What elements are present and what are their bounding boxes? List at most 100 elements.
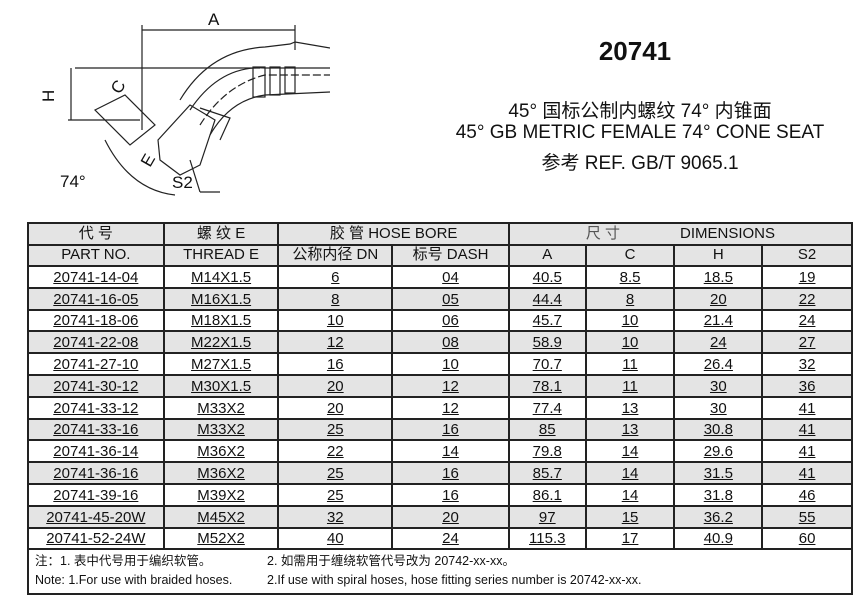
cell-dn: 25	[277, 482, 394, 507]
dimension-a-label: A	[208, 10, 220, 29]
cell-c: 17	[584, 526, 676, 551]
cell-h: 18.5	[673, 265, 764, 289]
header-hose-bore: 胶 管 HOSE BORE	[277, 222, 510, 246]
cell-part-no: 20741-16-05	[27, 286, 165, 311]
cell-h: 29.6	[673, 439, 764, 464]
cell-s2: 41	[761, 417, 853, 442]
cell-part-no: 20741-45-20W	[27, 504, 165, 529]
cell-a: 58.9	[507, 330, 587, 355]
subtitle-cn: 45° 国标公制内螺纹 74° 内锥面	[508, 101, 772, 122]
cell-s2: 55	[761, 504, 853, 529]
cell-dash: 12	[391, 395, 510, 420]
cell-c: 8	[584, 286, 676, 311]
cell-part-no: 20741-36-16	[27, 461, 165, 485]
cell-dash: 05	[391, 286, 510, 311]
header-thread-cn: 螺 纹 E	[162, 222, 280, 246]
cell-c: 13	[584, 417, 676, 442]
cell-thread: M36X2	[162, 461, 280, 485]
cell-s2: 46	[761, 482, 853, 507]
cell-dash: 14	[391, 439, 510, 464]
cell-h: 30.8	[673, 417, 764, 442]
cell-dash: 08	[391, 330, 510, 355]
cell-part-no: 20741-14-04	[27, 265, 165, 289]
cell-dn: 25	[277, 417, 394, 442]
cell-dash: 20	[391, 504, 510, 529]
cell-part-no: 20741-33-16	[27, 417, 165, 442]
cell-a: 97	[507, 504, 587, 529]
cell-part-no: 20741-27-10	[27, 352, 165, 376]
table-row: 20741-16-05 M16X1.5 8 05 44.4 8 20 22	[27, 286, 853, 311]
cell-a: 40.5	[507, 265, 587, 289]
cell-s2: 22	[761, 286, 853, 311]
note-2-en: 2.If use with spiral hoses, hose fitting…	[267, 573, 642, 587]
cell-dash: 12	[391, 373, 510, 398]
cell-s2: 41	[761, 395, 853, 420]
cell-dn: 8	[277, 286, 394, 311]
cell-c: 14	[584, 482, 676, 507]
cell-thread: M39X2	[162, 482, 280, 507]
table-row: 20741-36-14 M36X2 22 14 79.8 14 29.6 41	[27, 439, 853, 464]
cell-s2: 60	[761, 526, 853, 551]
reference-standard: 参考 REF. GB/T 9065.1	[541, 153, 739, 174]
cell-part-no: 20741-39-16	[27, 482, 165, 507]
header-part-cn: 代 号	[27, 222, 165, 246]
cell-h: 31.5	[673, 461, 764, 485]
cell-dn: 25	[277, 461, 394, 485]
cell-dn: 10	[277, 308, 394, 333]
notes: 注：1. 表中代号用于编织软管。 2. 如需用于缠绕软管代号改为 20742-xx…	[27, 548, 853, 595]
dimension-s2-label: S2	[172, 173, 193, 192]
cell-part-no: 20741-30-12	[27, 373, 165, 398]
note-1-cn: 注：1. 表中代号用于编织软管。	[35, 554, 212, 568]
dimension-c-label: C	[107, 77, 130, 97]
dimension-e-label: E	[137, 151, 159, 170]
header-thread: THREAD E	[162, 243, 280, 267]
cell-s2: 41	[761, 461, 853, 485]
cell-dn: 12	[277, 330, 394, 355]
cell-thread: M30X1.5	[162, 373, 280, 398]
cell-dash: 04	[391, 265, 510, 289]
cell-a: 45.7	[507, 308, 587, 333]
cell-c: 13	[584, 395, 676, 420]
cell-dn: 6	[277, 265, 394, 289]
header-dn: 公称内径 DN	[277, 243, 394, 267]
table-row: 20741-33-12 M33X2 20 12 77.4 13 30 41	[27, 395, 853, 420]
cell-dn: 22	[277, 439, 394, 464]
cell-h: 31.8	[673, 482, 764, 507]
cell-h: 26.4	[673, 352, 764, 376]
cell-c: 10	[584, 308, 676, 333]
header-c: C	[584, 243, 676, 267]
cell-c: 14	[584, 439, 676, 464]
cell-thread: M22X1.5	[162, 330, 280, 355]
cell-part-no: 20741-52-24W	[27, 526, 165, 551]
cell-a: 79.8	[507, 439, 587, 464]
table-row: 20741-52-24W M52X2 40 24 115.3 17 40.9 60	[27, 526, 853, 551]
cell-dash: 16	[391, 417, 510, 442]
cell-a: 44.4	[507, 286, 587, 311]
header-h: H	[673, 243, 764, 267]
cell-thread: M45X2	[162, 504, 280, 529]
cell-thread: M18X1.5	[162, 308, 280, 333]
spec-table: 代 号 螺 纹 E 胶 管 HOSE BORE 尺 寸 DIMENSIONS PA…	[27, 222, 854, 551]
cell-part-no: 20741-18-06	[27, 308, 165, 333]
table-row: 20741-14-04 M14X1.5 6 04 40.5 8.5 18.5 19	[27, 265, 853, 289]
cell-a: 77.4	[507, 395, 587, 420]
cell-dash: 06	[391, 308, 510, 333]
cell-part-no: 20741-36-14	[27, 439, 165, 464]
table-row: 20741-27-10 M27X1.5 16 10 70.7 11 26.4 32	[27, 352, 853, 376]
cell-thread: M33X2	[162, 395, 280, 420]
cell-c: 11	[584, 373, 676, 398]
cell-c: 10	[584, 330, 676, 355]
cell-a: 86.1	[507, 482, 587, 507]
cell-h: 30	[673, 395, 764, 420]
header-dash: 标号 DASH	[391, 243, 510, 267]
header-a: A	[507, 243, 587, 267]
cell-dn: 16	[277, 352, 394, 376]
cell-h: 30	[673, 373, 764, 398]
cell-thread: M27X1.5	[162, 352, 280, 376]
cell-dn: 32	[277, 504, 394, 529]
cell-a: 115.3	[507, 526, 587, 551]
cell-h: 36.2	[673, 504, 764, 529]
cell-s2: 27	[761, 330, 853, 355]
cell-h: 21.4	[673, 308, 764, 333]
fitting-drawing: A H C E 74° S2	[40, 10, 330, 196]
